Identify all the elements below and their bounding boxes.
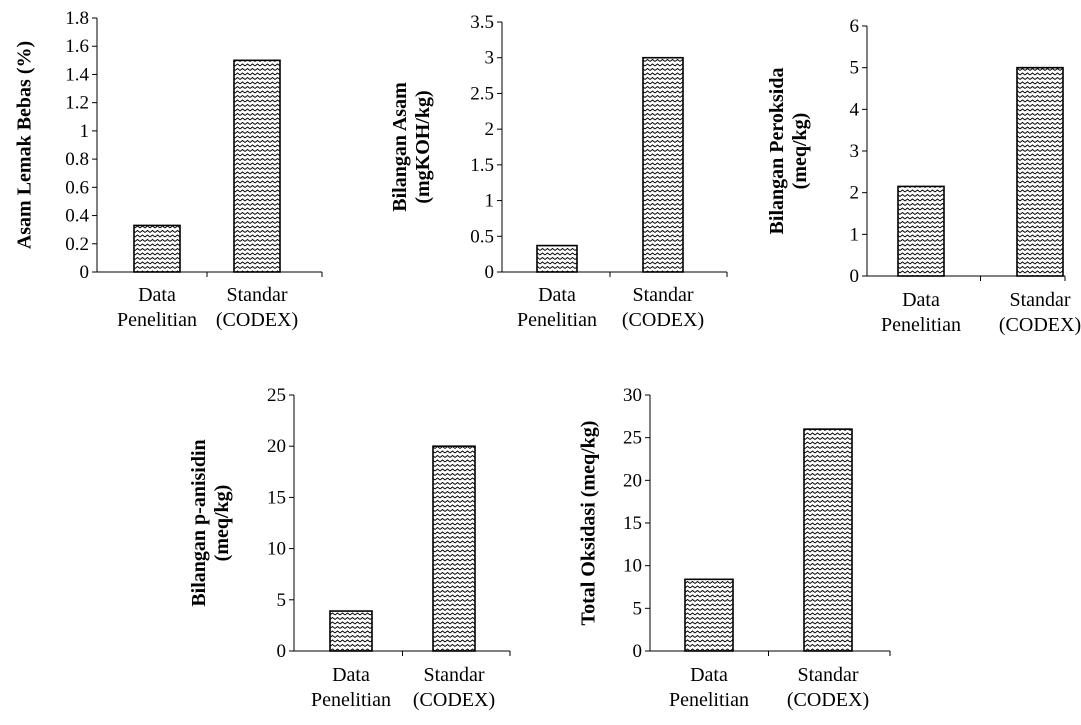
bar-standar-codex bbox=[233, 59, 281, 273]
chart-5: 0 5 10 15 20 25 30 Data Penelitian Standar (CODEX)… bbox=[578, 385, 891, 711]
x-category-label: Penelitian bbox=[517, 309, 597, 331]
y-tick-label: 0.5 bbox=[470, 226, 494, 247]
y-tick-label: 0.6 bbox=[65, 177, 89, 198]
bar-standar-codex bbox=[803, 428, 853, 652]
x-category-label: (CODEX) bbox=[216, 309, 298, 331]
y-axis-label: (meq/kg) bbox=[789, 113, 811, 190]
y-tick-label: 10 bbox=[623, 556, 642, 577]
y-tick-label: 6 bbox=[850, 16, 860, 37]
x-category-label: Penelitian bbox=[311, 689, 391, 711]
bar-data-penelitian bbox=[536, 244, 578, 273]
x-category-label: Data bbox=[690, 664, 728, 686]
y-tick-label: 0 bbox=[850, 266, 860, 287]
y-tick-label: 1.6 bbox=[65, 36, 89, 57]
y-tick-label: 1 bbox=[80, 121, 90, 142]
y-tick-label: 0 bbox=[277, 641, 287, 662]
y-tick-label: 5 bbox=[850, 58, 860, 79]
y-tick-label: 2.5 bbox=[470, 83, 494, 104]
x-category-label: Standar bbox=[226, 284, 287, 306]
x-category-label: Standar bbox=[797, 664, 858, 686]
bar-data-penelitian bbox=[329, 610, 373, 652]
x-category-label: Data bbox=[902, 289, 940, 311]
bar-standar-codex bbox=[432, 445, 476, 652]
y-tick-label: 5 bbox=[633, 598, 643, 619]
y-tick-label: 3 bbox=[850, 141, 860, 162]
chart-3: 0 1 2 3 4 5 6 Data Penelitian Standar (CODEX) Bilan… bbox=[766, 16, 1081, 336]
y-tick-label: 1.4 bbox=[65, 64, 89, 85]
y-tick-label: 1.2 bbox=[65, 93, 89, 114]
x-category-label: Penelitian bbox=[669, 689, 749, 711]
x-category-label: Penelitian bbox=[881, 314, 961, 336]
x-category-label: (CODEX) bbox=[999, 314, 1081, 336]
y-tick-label: 2 bbox=[485, 119, 495, 140]
y-tick-label: 1 bbox=[485, 191, 495, 212]
y-tick-label: 5 bbox=[277, 590, 287, 611]
x-category-label: (CODEX) bbox=[622, 309, 704, 331]
y-axis-label: Total Oksidasi (meq/kg) bbox=[578, 421, 600, 626]
y-tick-label: 1.8 bbox=[65, 8, 89, 29]
bar-standar-codex bbox=[1016, 66, 1064, 277]
y-axis-label: Bilangan Peroksida bbox=[766, 68, 788, 235]
y-tick-label: 3.5 bbox=[470, 12, 494, 33]
y-tick-label: 25 bbox=[623, 428, 642, 449]
y-tick-label: 0.4 bbox=[65, 206, 89, 227]
y-tick-label: 0 bbox=[633, 641, 643, 662]
y-tick-label: 1.5 bbox=[470, 155, 494, 176]
y-tick-label: 1 bbox=[850, 224, 860, 245]
y-axis-label: Asam Lemak Bebas (%) bbox=[14, 41, 36, 249]
y-tick-label: 0 bbox=[485, 262, 495, 283]
y-tick-label: 3 bbox=[485, 48, 495, 69]
y-tick-label: 20 bbox=[267, 436, 286, 457]
x-category-label: (CODEX) bbox=[413, 689, 495, 711]
chart-1: 0 0.2 0.4 0.6 0.8 1 1.2 1.4 1.6 1.8 Data Penelitian… bbox=[14, 8, 323, 331]
x-category-label: Penelitian bbox=[117, 309, 197, 331]
y-tick-label: 4 bbox=[850, 99, 860, 120]
y-tick-label: 15 bbox=[267, 487, 286, 508]
x-category-label: Standar bbox=[423, 664, 484, 686]
y-tick-label: 10 bbox=[267, 539, 286, 560]
y-axis-label: Bilangan Asam bbox=[389, 82, 411, 212]
y-tick-label: 25 bbox=[267, 385, 286, 406]
x-category-label: Standar bbox=[1009, 289, 1070, 311]
y-tick-label: 20 bbox=[623, 470, 642, 491]
x-category-label: Data bbox=[538, 284, 576, 306]
y-tick-label: 0.2 bbox=[65, 234, 89, 255]
y-tick-label: 15 bbox=[623, 513, 642, 534]
y-tick-label: 2 bbox=[850, 183, 860, 204]
y-axis-label: (meq/kg) bbox=[211, 485, 233, 562]
chart-4: 0 5 10 15 20 25 Data Penelitian Standar (CODEX) Bi… bbox=[188, 385, 511, 711]
y-tick-label: 30 bbox=[623, 385, 642, 406]
x-category-label: Data bbox=[332, 664, 370, 686]
bar-data-penelitian bbox=[133, 224, 181, 273]
y-tick-label: 0.8 bbox=[65, 149, 89, 170]
x-category-label: Data bbox=[138, 284, 176, 306]
x-category-label: Standar bbox=[632, 284, 693, 306]
x-category-label: (CODEX) bbox=[787, 689, 869, 711]
y-axis-label: Bilangan p-anisidin bbox=[188, 439, 210, 606]
bar-standar-codex bbox=[642, 56, 684, 273]
y-tick-label: 0 bbox=[80, 262, 90, 283]
y-axis-label: (mgKOH/kg) bbox=[412, 90, 434, 203]
bar-data-penelitian bbox=[684, 578, 734, 652]
bar-data-penelitian bbox=[897, 185, 945, 277]
chart-2: 0 0.5 1 1.5 2 2.5 3 3.5 Data Penelitian Standar (CO… bbox=[389, 12, 728, 331]
